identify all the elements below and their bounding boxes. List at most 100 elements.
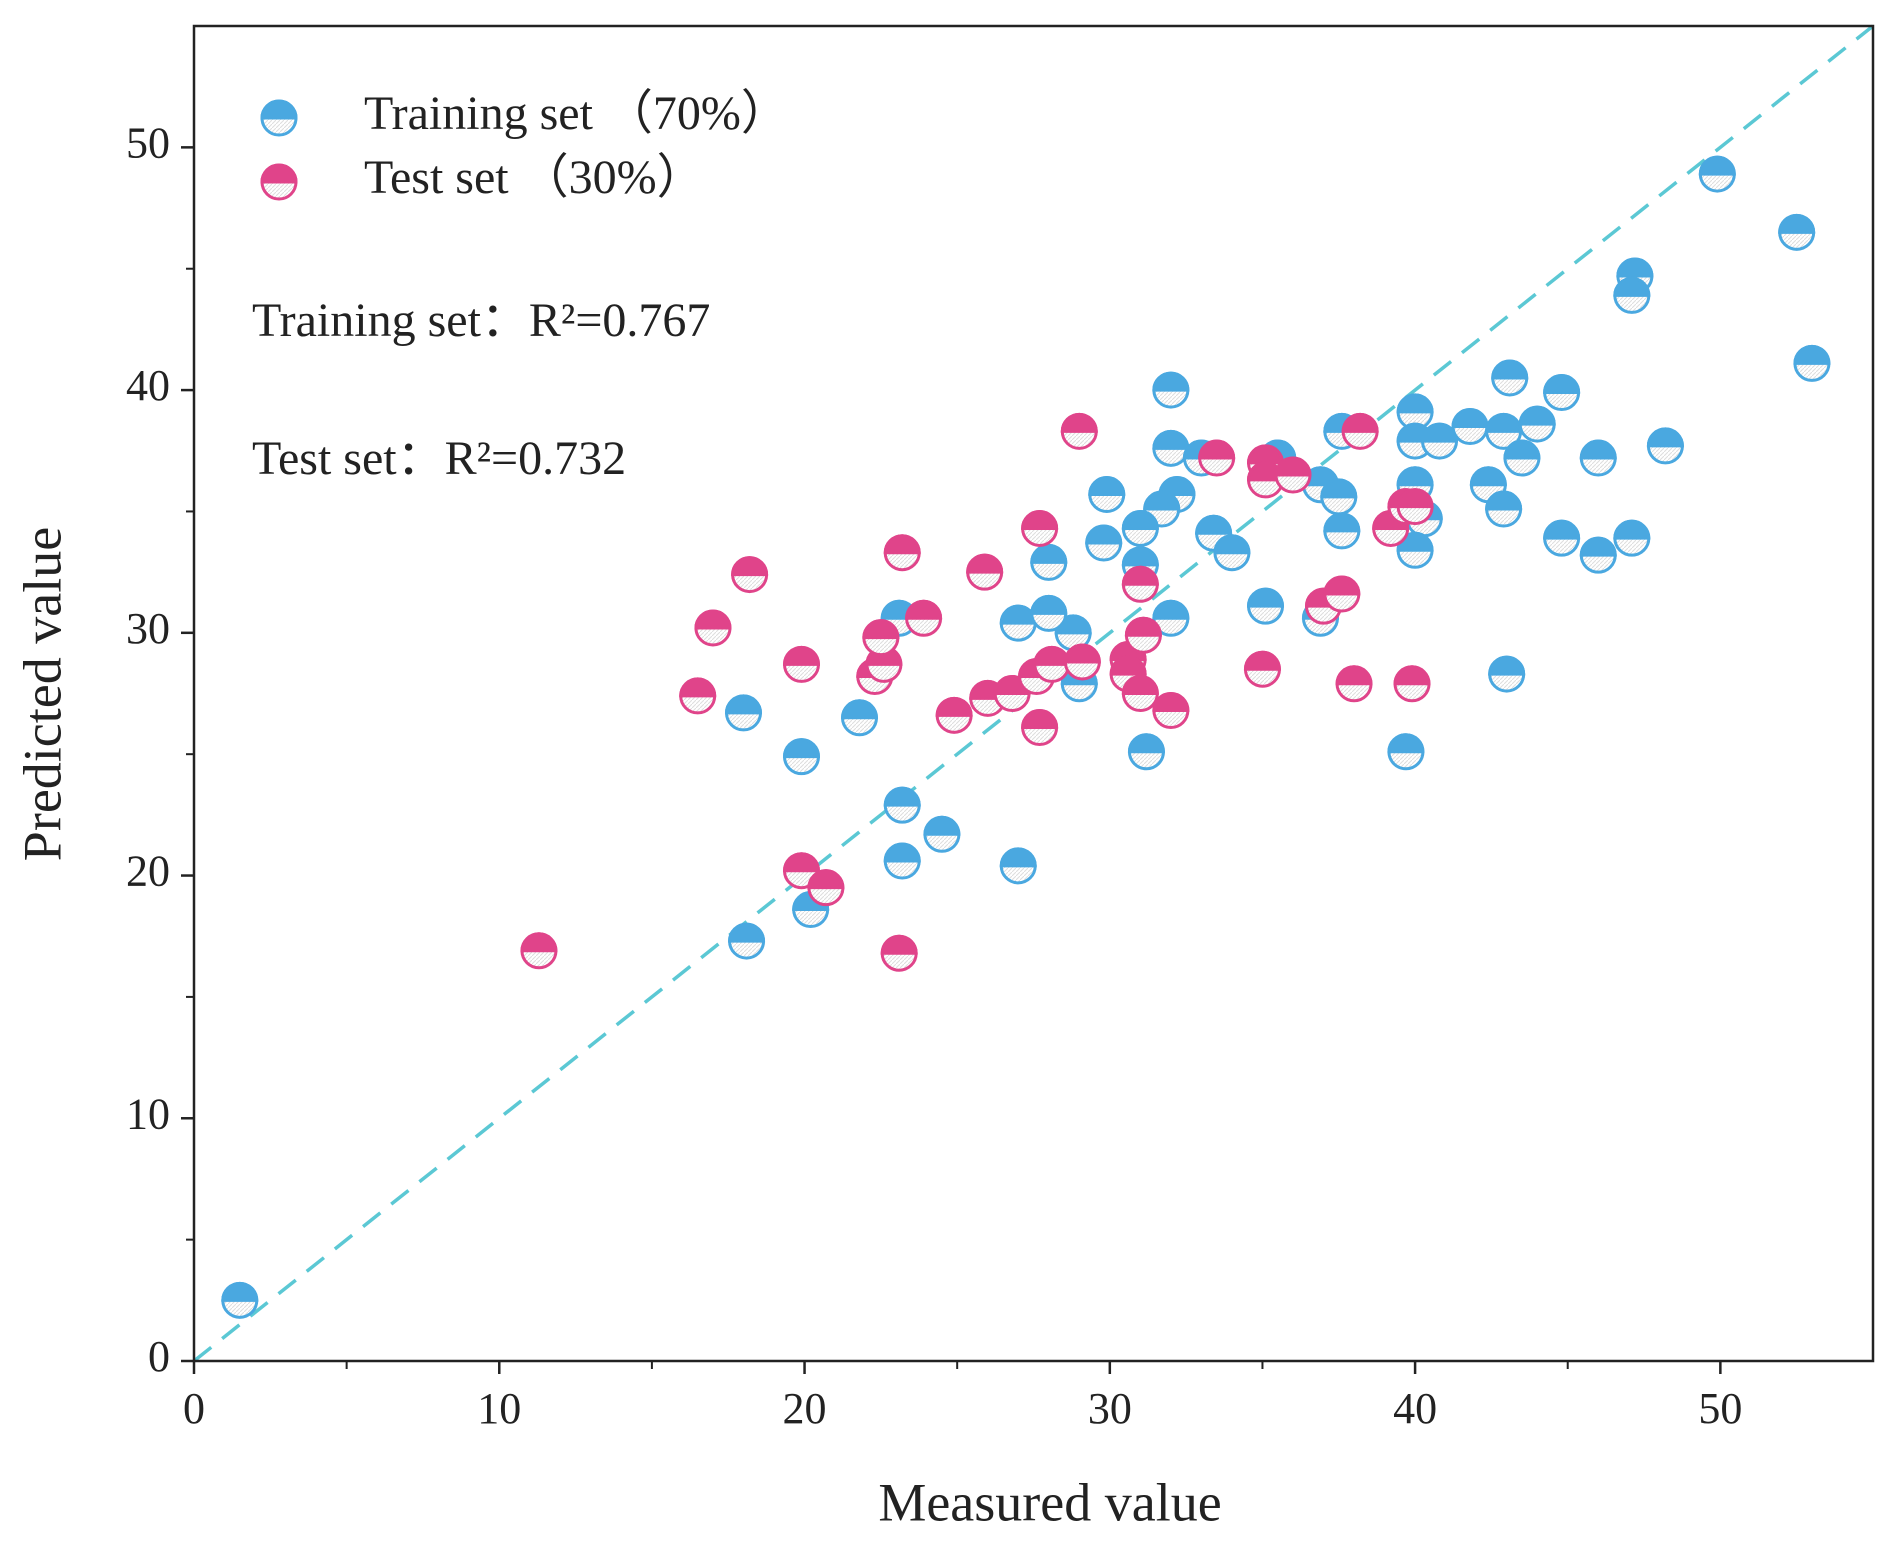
data-point — [1323, 512, 1361, 550]
data-point — [1198, 439, 1236, 477]
marker-top — [1396, 466, 1434, 487]
data-point — [999, 604, 1037, 642]
marker-top — [1341, 412, 1379, 433]
data-point — [999, 847, 1037, 885]
marker-top — [724, 694, 762, 715]
data-point — [905, 599, 943, 637]
data-point — [221, 1281, 259, 1319]
data-point — [1033, 645, 1071, 683]
marker-top — [782, 738, 820, 759]
marker-top — [1121, 675, 1159, 695]
data-point — [1503, 439, 1541, 477]
data-point — [1793, 344, 1831, 382]
marker-top — [1033, 645, 1071, 666]
marker-top — [1491, 359, 1529, 380]
marker-top — [1396, 393, 1434, 414]
marker-top — [1335, 665, 1373, 686]
marker-top — [679, 677, 717, 698]
marker-top — [1121, 509, 1159, 530]
x-axis-label: Measured value — [878, 1472, 1221, 1532]
marker-top — [221, 1281, 259, 1302]
marker-top — [1488, 655, 1526, 676]
data-point — [840, 699, 878, 737]
data-point — [1124, 616, 1162, 654]
marker-top — [1518, 405, 1556, 426]
data-point — [935, 696, 973, 734]
marker-top — [1121, 546, 1159, 567]
legend-label: Test set （30%） — [364, 151, 705, 204]
data-point — [1646, 427, 1684, 465]
marker-top — [1323, 575, 1361, 596]
marker-top — [1124, 616, 1162, 637]
marker-top — [1243, 650, 1281, 671]
legend-marker — [260, 99, 298, 137]
marker-top — [1030, 594, 1068, 615]
marker-top — [1387, 733, 1425, 754]
marker-top — [1198, 439, 1236, 460]
marker-top — [1393, 665, 1431, 686]
marker-top — [1469, 466, 1507, 487]
data-point — [520, 932, 558, 970]
marker-top — [1213, 534, 1251, 555]
marker-top — [260, 163, 298, 184]
data-point — [1243, 650, 1281, 688]
data-point — [1030, 594, 1068, 632]
data-point — [1543, 519, 1581, 557]
marker-top — [1121, 565, 1159, 586]
data-point — [1778, 213, 1816, 251]
marker-top — [1451, 408, 1489, 428]
x-tick-label: 0 — [183, 1384, 205, 1433]
data-point — [1393, 665, 1431, 703]
data-point — [679, 677, 717, 715]
data-point — [883, 786, 921, 824]
data-point — [1396, 393, 1434, 431]
data-point — [1579, 536, 1617, 574]
data-point — [1247, 587, 1285, 625]
data-point — [1121, 675, 1159, 712]
data-point — [1320, 478, 1358, 516]
data-point — [1127, 733, 1165, 771]
legend-label: Training set （70%） — [364, 87, 789, 140]
marker-top — [1793, 344, 1831, 365]
data-point — [1698, 155, 1736, 193]
marker-top — [1247, 444, 1285, 465]
marker-top — [1060, 412, 1098, 433]
marker-top — [1613, 519, 1651, 540]
marker-top — [1247, 587, 1285, 608]
marker-top — [731, 556, 769, 577]
data-point — [1021, 708, 1059, 746]
y-tick-label: 50 — [126, 118, 170, 167]
marker-top — [1127, 733, 1165, 754]
marker-top — [1421, 422, 1459, 443]
annotation: Training set：R²=0.767 — [252, 294, 710, 347]
marker-top — [694, 609, 732, 630]
plot-frame — [192, 24, 1875, 1363]
y-tick-label: 0 — [148, 1332, 170, 1381]
x-tick-label: 40 — [1393, 1384, 1437, 1433]
data-point — [1387, 733, 1425, 771]
marker-top — [1320, 478, 1358, 499]
data-point — [1152, 429, 1190, 467]
marker-top — [883, 842, 921, 863]
data-point — [807, 869, 845, 907]
data-point — [1088, 475, 1126, 513]
marker-top — [260, 99, 298, 120]
data-point — [1491, 359, 1529, 397]
data-point — [880, 934, 918, 972]
marker-top — [1323, 512, 1361, 533]
data-point — [1085, 524, 1123, 562]
data-point — [1152, 599, 1190, 637]
x-tick-label: 50 — [1698, 1384, 1742, 1433]
data-point — [1421, 422, 1459, 460]
data-point — [1518, 405, 1556, 443]
data-point — [1063, 643, 1101, 681]
x-tick-label: 10 — [477, 1384, 521, 1433]
data-point — [966, 553, 1004, 591]
marker-top — [1152, 371, 1190, 392]
data-point — [1213, 534, 1251, 572]
marker-top — [1158, 475, 1196, 496]
marker-top — [1152, 429, 1190, 450]
data-point — [1323, 575, 1361, 613]
marker-top — [1485, 412, 1523, 433]
